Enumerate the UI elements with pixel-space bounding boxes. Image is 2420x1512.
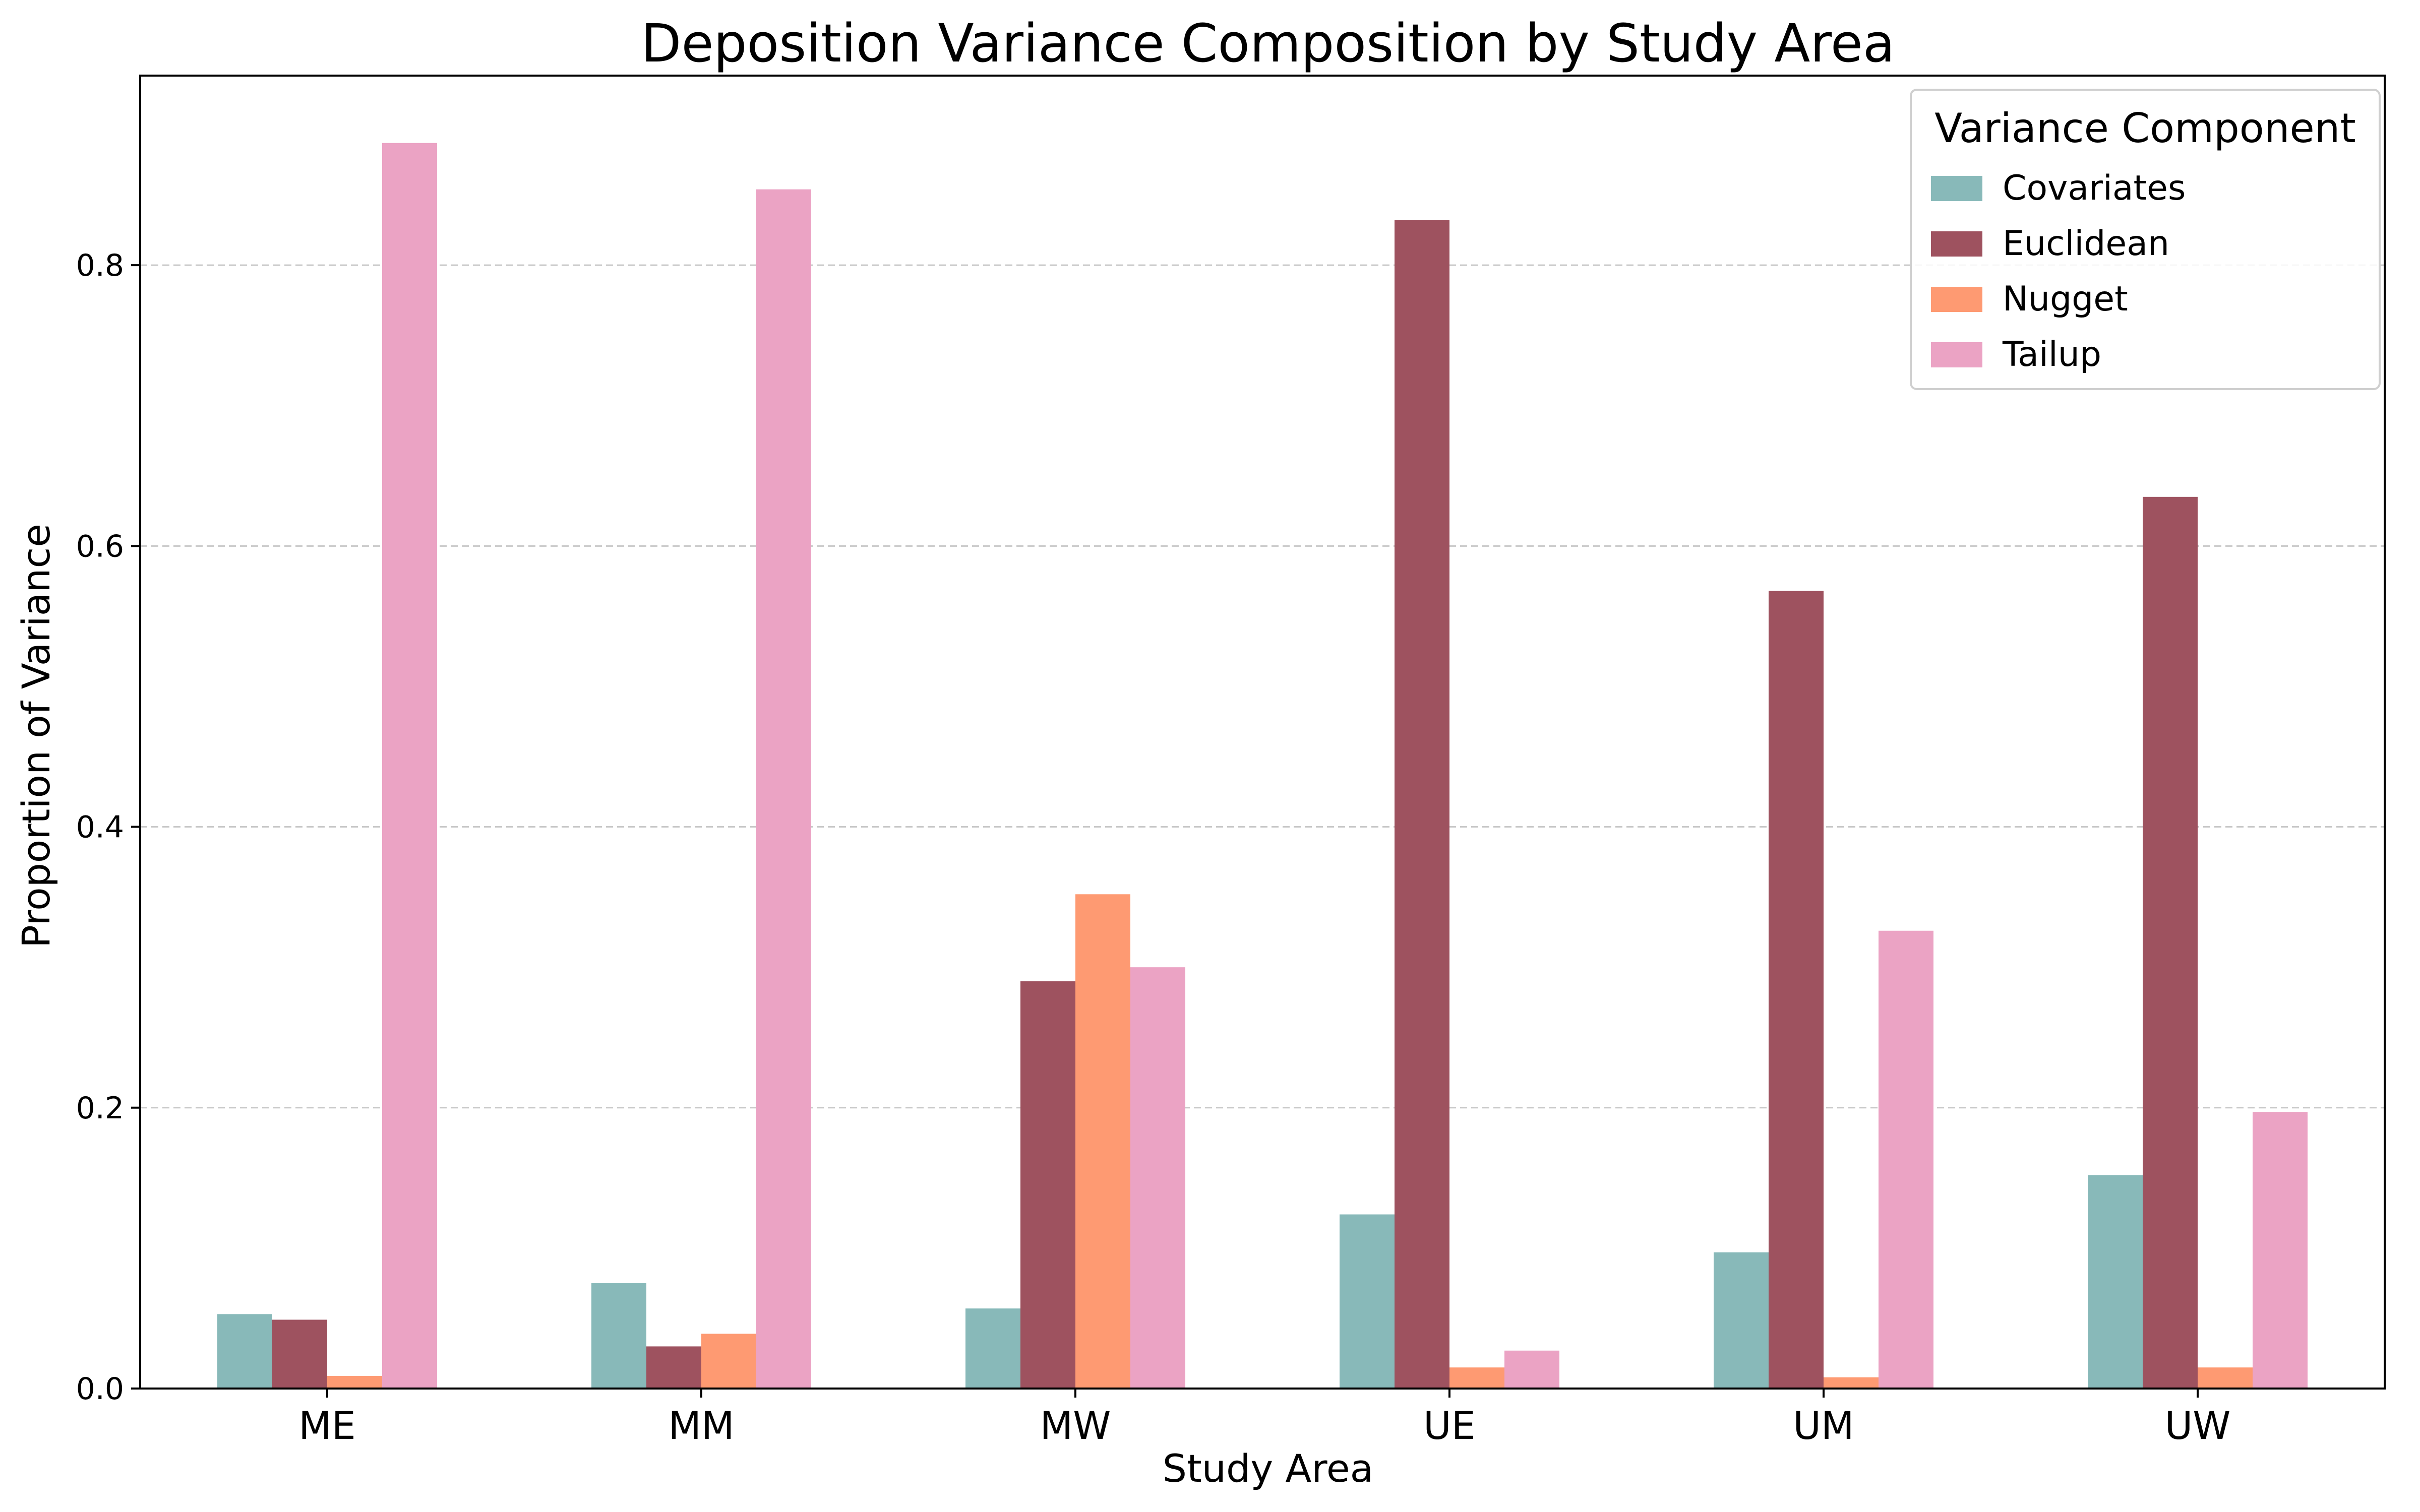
legend-label-nugget: Nugget [2003, 279, 2128, 319]
legend-swatch-covariates [1931, 176, 1982, 201]
bar-mm-covariates [591, 1283, 646, 1389]
y-tick-label: 0.4 [76, 810, 124, 845]
legend-box [1910, 89, 2381, 390]
bar-mm-tailup [756, 189, 811, 1389]
legend-title: Variance Component [1934, 105, 2355, 152]
y-tick-label: 0.0 [76, 1371, 124, 1407]
legend-label-euclidean: Euclidean [2003, 224, 2169, 264]
bar-me-tailup [382, 143, 437, 1389]
plot-frame [139, 75, 2386, 1390]
x-tick-label-uw: UW [2165, 1403, 2231, 1448]
y-axis-label: Proportion of Variance [14, 524, 58, 948]
bar-mw-covariates [965, 1308, 1020, 1389]
bar-um-tailup [1879, 930, 1933, 1389]
bar-mm-nugget [701, 1334, 756, 1389]
legend-label-covariates: Covariates [2003, 168, 2186, 208]
bar-mw-tailup [1130, 967, 1185, 1389]
y-tick-label: 0.8 [76, 248, 124, 283]
bar-me-euclidean [272, 1319, 327, 1389]
bar-ue-tailup [1504, 1350, 1559, 1389]
bar-um-euclidean [1769, 591, 1824, 1389]
bar-ue-euclidean [1395, 220, 1449, 1389]
bar-ue-nugget [1449, 1367, 1504, 1389]
y-tick-label: 0.6 [76, 529, 124, 564]
legend-swatch-tailup [1931, 342, 1982, 367]
x-tick-label-mw: MW [1040, 1403, 1111, 1448]
legend-swatch-euclidean [1931, 231, 1982, 257]
bars [217, 143, 2308, 1389]
chart-title: Deposition Variance Composition by Study… [641, 13, 1895, 74]
legend-swatch-nugget [1931, 287, 1982, 312]
x-tick-label-me: ME [298, 1403, 356, 1448]
bar-uw-euclidean [2143, 496, 2198, 1389]
bar-me-nugget [327, 1375, 382, 1389]
bar-uw-tailup [2253, 1112, 2308, 1389]
x-tick-label-mm: MM [668, 1403, 734, 1448]
bar-mw-nugget [1075, 894, 1130, 1389]
bar-uw-covariates [2088, 1175, 2143, 1389]
bar-me-covariates [217, 1314, 272, 1389]
bar-uw-nugget [2198, 1367, 2253, 1389]
grid-lines [140, 264, 2385, 1109]
bar-um-covariates [1714, 1252, 1769, 1389]
x-tick-label-ue: UE [1423, 1403, 1476, 1448]
bar-mw-euclidean [1020, 981, 1075, 1389]
x-tick-label-um: UM [1793, 1403, 1854, 1448]
bar-mm-euclidean [646, 1346, 701, 1389]
bar-um-nugget [1824, 1377, 1879, 1389]
bar-ue-covariates [1340, 1214, 1395, 1389]
x-axis-ticks: ME MM MW UE UM UW [298, 1389, 2230, 1448]
x-axis-label: Study Area [1163, 1446, 1373, 1491]
legend: Variance Component Covariates Euclidean Nu… [1910, 89, 2381, 390]
y-tick-label: 0.2 [76, 1091, 124, 1126]
legend-label-tailup: Tailup [2002, 335, 2101, 374]
y-axis-ticks: 0.0 0.2 0.4 0.6 0.8 [76, 248, 140, 1407]
legend-items: Covariates Euclidean Nugget Tailup [1931, 168, 2186, 374]
